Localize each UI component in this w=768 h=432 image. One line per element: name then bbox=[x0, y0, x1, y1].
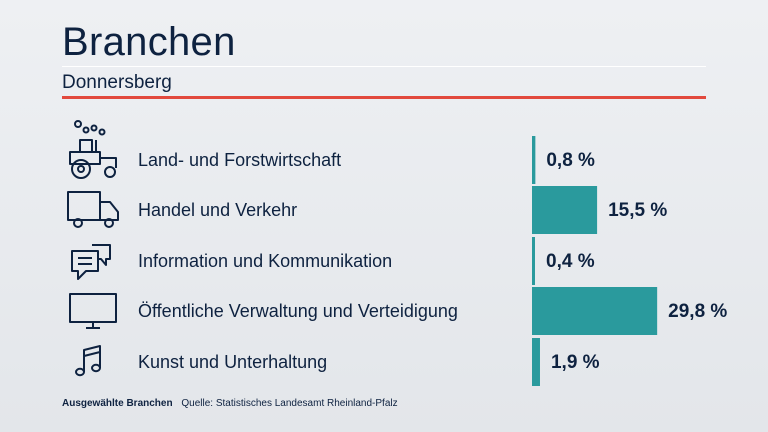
bar bbox=[532, 338, 540, 386]
monitor-icon bbox=[69, 293, 117, 329]
bar bbox=[532, 186, 598, 234]
chat-bubbles-icon bbox=[71, 244, 111, 280]
chart-row: Handel und Verkehr 15,5 % bbox=[67, 186, 667, 234]
chart-title: Branchen bbox=[62, 20, 236, 64]
category-label: Kunst und Unterhaltung bbox=[138, 352, 327, 372]
chart-row: Land- und Forstwirtschaft 0,8 % bbox=[69, 120, 595, 184]
value-label: 0,8 % bbox=[546, 150, 595, 171]
value-label: 29,8 % bbox=[668, 301, 727, 322]
footer-label: Ausgewählte Branchen bbox=[62, 398, 173, 409]
truck-icon bbox=[67, 191, 119, 228]
category-label: Information und Kommunikation bbox=[138, 251, 392, 271]
footer: Ausgewählte Branchen Quelle: Statistisch… bbox=[62, 397, 398, 411]
chart-row: Kunst und Unterhaltung 1,9 % bbox=[75, 338, 600, 386]
chart-subtitle: Donnersberg bbox=[62, 72, 172, 93]
value-label: 1,9 % bbox=[551, 352, 600, 373]
bar bbox=[532, 237, 535, 285]
chart-row: Information und Kommunikation 0,4 % bbox=[71, 237, 595, 285]
chart-row: Öffentliche Verwaltung und Verteidigung 2… bbox=[69, 287, 727, 335]
category-label: Öffentliche Verwaltung und Verteidigung bbox=[138, 301, 458, 321]
tractor-icon bbox=[69, 120, 117, 179]
value-label: 0,4 % bbox=[546, 251, 595, 272]
category-label: Land- und Forstwirtschaft bbox=[138, 150, 341, 170]
accent-divider bbox=[62, 96, 706, 99]
bar bbox=[532, 136, 536, 184]
music-note-icon bbox=[75, 345, 101, 377]
source-note: Quelle: Statistisches Landesamt Rheinlan… bbox=[181, 398, 398, 409]
category-label: Handel und Verkehr bbox=[138, 200, 297, 220]
value-label: 15,5 % bbox=[608, 200, 667, 221]
title-divider bbox=[62, 66, 706, 67]
bar bbox=[532, 287, 658, 335]
